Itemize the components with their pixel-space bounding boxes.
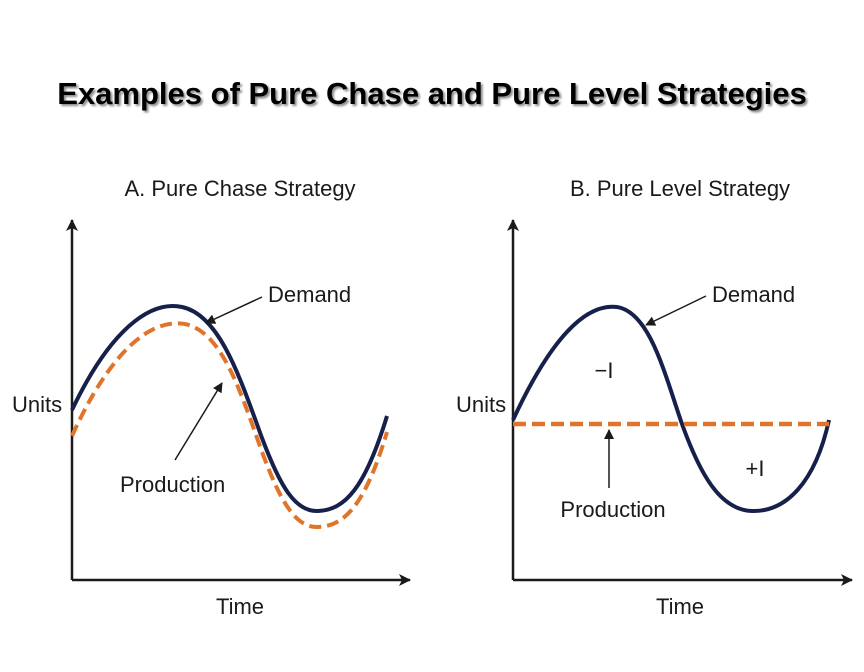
panel-b-y-label: Units	[456, 392, 506, 417]
panel-b-plus-inventory-label: +I	[746, 456, 765, 481]
panel-a: A. Pure Chase Strategy Units Time Demand…	[12, 176, 411, 619]
panel-b-subtitle: B. Pure Level Strategy	[570, 176, 790, 201]
panel-a-demand-label: Demand	[268, 282, 351, 307]
panel-a-x-label: Time	[216, 594, 264, 619]
panel-a-subtitle: A. Pure Chase Strategy	[124, 176, 355, 201]
panel-a-production-curve	[70, 321, 389, 530]
panel-b-x-label: Time	[656, 594, 704, 619]
panel-a-production-pointer	[174, 382, 223, 461]
page-title: Examples of Pure Chase and Pure Level St…	[57, 76, 807, 111]
panel-b-demand-curve	[511, 304, 831, 514]
panel-b-demand-label: Demand	[712, 282, 795, 307]
panel-b-demand-pointer	[645, 295, 707, 326]
panel-b-production-label: Production	[560, 497, 665, 522]
panel-b-minus-inventory-label: −I	[595, 358, 614, 383]
panel-a-production-label: Production	[120, 472, 225, 497]
panel-a-demand-pointer	[205, 296, 263, 324]
panel-b: B. Pure Level Strategy Units Time Demand…	[456, 176, 853, 619]
panel-a-y-label: Units	[12, 392, 62, 417]
panel-a-demand-curve	[70, 304, 389, 514]
